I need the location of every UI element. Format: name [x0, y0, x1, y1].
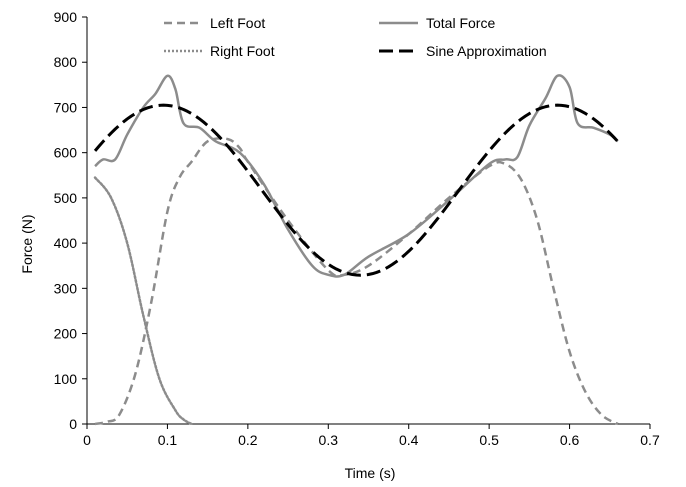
x-axis-title: Time (s) [345, 465, 396, 481]
x-tick-label: 0.6 [560, 432, 580, 448]
y-tick-label: 400 [54, 235, 78, 251]
legend-label-sine-approximation: Sine Approximation [426, 43, 547, 59]
axes [86, 17, 650, 425]
x-tick-label: 0.7 [640, 432, 660, 448]
legend: Left Foot Right Foot Total Force Sine Ap… [164, 15, 547, 59]
x-tick-label: 0.1 [158, 432, 178, 448]
x-tick-label: 0.4 [399, 432, 419, 448]
y-tick-label: 700 [54, 99, 78, 115]
series-line-sine-approximation [93, 103, 619, 277]
x-tick-label: 0.5 [479, 432, 499, 448]
legend-label-total-force: Total Force [426, 15, 495, 31]
y-tick-label: 300 [54, 280, 78, 296]
y-tick-label: 200 [54, 326, 78, 342]
x-tick-label: 0.2 [238, 432, 258, 448]
y-tick-label: 900 [54, 9, 78, 25]
series-line-total-force [94, 74, 619, 278]
x-tick-label: 0.3 [319, 432, 339, 448]
x-ticks: 0 0.1 0.2 0.3 0.4 0.5 0.6 0.7 [83, 424, 660, 448]
y-axis-title: Force (N) [19, 214, 35, 273]
y-tick-label: 600 [54, 145, 78, 161]
x-tick-label: 0 [83, 432, 91, 448]
legend-label-right-foot: Right Foot [210, 43, 275, 59]
y-tick-label: 800 [54, 54, 78, 70]
y-tick-label: 500 [54, 190, 78, 206]
legend-label-left-foot: Left Foot [210, 15, 265, 31]
y-ticks: 0 100 200 300 400 500 600 700 800 900 [54, 9, 87, 432]
y-tick-label: 100 [54, 371, 78, 387]
y-tick-label: 0 [69, 416, 77, 432]
series-layer [93, 74, 619, 426]
series-line-left-foot [94, 137, 619, 426]
series-line-right-foot [93, 176, 193, 426]
